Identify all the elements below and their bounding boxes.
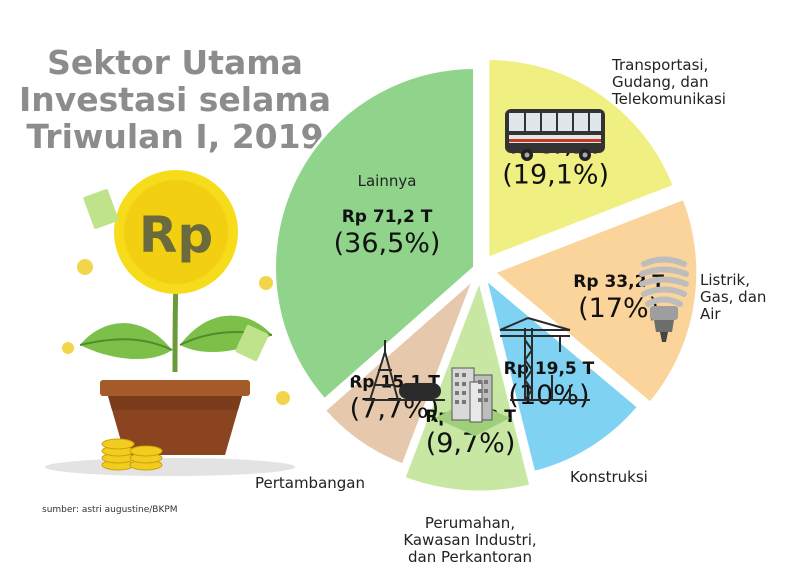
title-line-2: Investasi selama bbox=[19, 80, 331, 119]
slice-name-label-6: Lainnya bbox=[358, 172, 417, 190]
percent-label-3: (10%) bbox=[508, 380, 589, 411]
percent-label-1: (19,1%) bbox=[502, 159, 609, 190]
percent-label-6: (36,5%) bbox=[334, 228, 441, 259]
light-bulb-icon bbox=[639, 256, 689, 342]
chart-title: Sektor Utama Investasi selama Triwulan I… bbox=[19, 43, 331, 156]
construction-crane-icon bbox=[499, 317, 590, 401]
oil-rig-icon bbox=[365, 340, 445, 401]
slice-name-label-1-line-2: Gudang, dan bbox=[612, 73, 709, 91]
pie-slice-6 bbox=[273, 66, 477, 402]
pie-slice-2 bbox=[490, 196, 700, 406]
slice-name-label-2-line-2: Gas, dan bbox=[700, 288, 766, 306]
slice-name-label-4-line-1: Perumahan, bbox=[425, 514, 515, 532]
bus-icon bbox=[505, 109, 605, 161]
value-label-3: Rp 19,5 T bbox=[504, 359, 595, 379]
coin-symbol: Rp bbox=[139, 206, 213, 264]
pie-slice-5 bbox=[322, 277, 476, 468]
slice-name-label-1-line-1: Transportasi, bbox=[611, 56, 708, 74]
source-note: sumber: astri augustine/BKPM bbox=[42, 505, 178, 515]
value-label-6: Rp 71,2 T bbox=[342, 207, 433, 227]
slice-name-label-1-line-3: Telekomunikasi bbox=[611, 90, 726, 108]
slice-name-label-2-line-1: Listrik, bbox=[700, 271, 750, 289]
slice-name-label-4-line-2: Kawasan Industri, bbox=[403, 531, 536, 549]
title-line-3: Triwulan I, 2019 bbox=[26, 117, 323, 156]
pie-slice-3 bbox=[482, 274, 641, 475]
percent-label-2: (17%) bbox=[578, 293, 659, 324]
slice-name-label-4-line-3: dan Perkantoran bbox=[408, 548, 532, 566]
office-buildings-icon bbox=[435, 367, 510, 436]
title-line-1: Sektor Utama bbox=[47, 43, 303, 82]
slice-name-label-2-line-3: Air bbox=[700, 305, 721, 323]
slice-name-label-3-line-1: Konstruksi bbox=[570, 468, 648, 486]
slice-name-label-5-line-1: Pertambangan bbox=[255, 474, 365, 492]
money-plant-icon: Rp bbox=[45, 170, 295, 476]
